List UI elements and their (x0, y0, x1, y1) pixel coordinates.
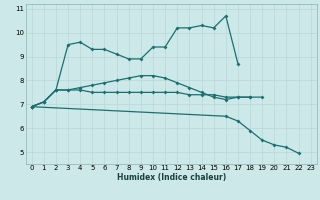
X-axis label: Humidex (Indice chaleur): Humidex (Indice chaleur) (116, 173, 226, 182)
